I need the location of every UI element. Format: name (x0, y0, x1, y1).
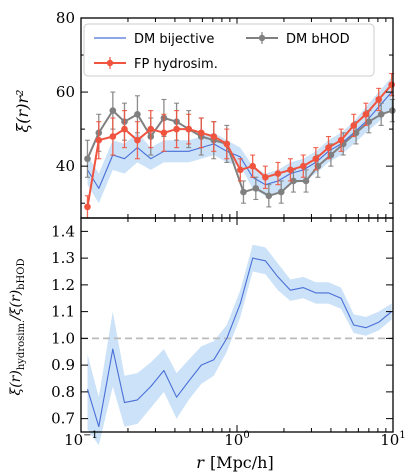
legend: DM bijective FP hydrosim. DM bHOD (83, 23, 375, 77)
bottom-ytick-label: 0.8 (51, 383, 75, 401)
bottom-ytick-label: 1.3 (51, 249, 75, 267)
dm-bhod-point (377, 110, 385, 118)
dm-bhod-point (84, 155, 91, 163)
fp-hydrosim-point (312, 155, 320, 163)
fp-hydrosim-point (134, 136, 141, 144)
fp-hydrosim-point (147, 125, 155, 133)
dm-bhod-point (277, 188, 285, 196)
dm-bhod-point (265, 192, 273, 200)
fp-hydrosim-point (109, 133, 117, 140)
fp-hydrosim-point (121, 125, 128, 133)
xlabel-var: r (196, 453, 205, 472)
x-tick-labels: 10−1 100 101 (64, 430, 406, 449)
ylabel-sub2: bHOD (16, 258, 27, 289)
fp-hydrosim-point (249, 162, 256, 170)
top-panel: 40 60 80 (56, 9, 396, 219)
fp-hydrosim-point (337, 136, 345, 144)
bottom-panel: 0.7 0.8 0.9 1.0 1.1 1.2 1.3 1.4 (51, 217, 394, 446)
top-ytick-label: 80 (56, 9, 75, 27)
dm-bhod-point (134, 110, 141, 118)
legend-label-fp-hydrosim: FP hydrosim. (134, 57, 218, 72)
bottom-y-axis-label: ξ(r)hydrosim./ξ(r)bHOD (8, 258, 27, 395)
dm-bhod-point (389, 107, 396, 114)
fp-hydrosim-point (237, 166, 244, 174)
ratio-line (86, 257, 392, 428)
dm-bhod-point (252, 185, 260, 192)
legend-label-dm-bhod: DM bHOD (286, 32, 350, 47)
ratio-band (87, 244, 392, 446)
dm-bhod-point (352, 129, 360, 137)
fp-hydrosim-point (262, 173, 269, 181)
x-tick-label-1: 100 (224, 430, 249, 449)
bottom-ytick-label: 0.7 (51, 410, 75, 428)
top-y-axis-label: ξ(r)r² (13, 89, 32, 132)
dm-bhod-point (240, 188, 247, 196)
fp-hydrosim-point (299, 162, 307, 170)
fp-hydrosim-point (197, 129, 205, 137)
x-axis-label: r [Mpc/h] (196, 453, 273, 472)
fp-hydrosim-point (95, 136, 103, 144)
fp-hydrosim-point (160, 129, 168, 137)
dm-bhod-point (365, 118, 373, 126)
legend-marker-dm-bhod (258, 34, 266, 42)
fp-hydrosim-point (185, 125, 192, 133)
fp-hydrosim-point (274, 170, 282, 177)
fp-hydrosim-point (350, 122, 358, 129)
fp-hydrosim-point (325, 144, 332, 151)
legend-marker-fp-hydrosim (106, 59, 114, 67)
fp-hydrosim-point (362, 110, 370, 118)
xlabel-unit: [Mpc/h] (210, 453, 274, 472)
fp-hydrosim-point (375, 96, 383, 103)
dm-bijective-band (87, 77, 392, 204)
fp-hydrosim-point (210, 133, 218, 140)
bottom-ytick-label: 1.1 (51, 303, 75, 321)
bottom-ytick-label: 0.9 (51, 356, 75, 374)
dm-bhod-point (290, 177, 297, 185)
dm-bhod-point (109, 107, 117, 114)
fp-hydrosim-point (388, 81, 395, 88)
x-tick-label-0: 10−1 (64, 430, 98, 449)
ylabel-sub1: hydrosim. (16, 320, 27, 370)
ylabel-mid: /ξ(r) (8, 290, 24, 322)
legend-label-dm-bijective: DM bijective (134, 32, 214, 47)
legend-box (83, 23, 375, 77)
fp-hydrosim-point (84, 203, 91, 211)
bottom-ytick-label: 1.2 (51, 276, 75, 294)
fp-hydrosim-point (173, 125, 180, 133)
bottom-ytick-label: 1.0 (51, 329, 75, 347)
fp-hydrosim-point (287, 166, 294, 174)
ylabel-prefix: ξ(r) (8, 370, 24, 395)
dm-bhod-point (327, 151, 335, 159)
bottom-ytick-label: 1.4 (51, 222, 75, 240)
top-ytick-label: 40 (56, 157, 75, 175)
fp-hydrosim-point (223, 140, 231, 148)
dm-bhod-point (302, 177, 310, 185)
x-tick-label-2: 101 (380, 430, 405, 449)
top-ytick-label: 60 (56, 83, 75, 101)
